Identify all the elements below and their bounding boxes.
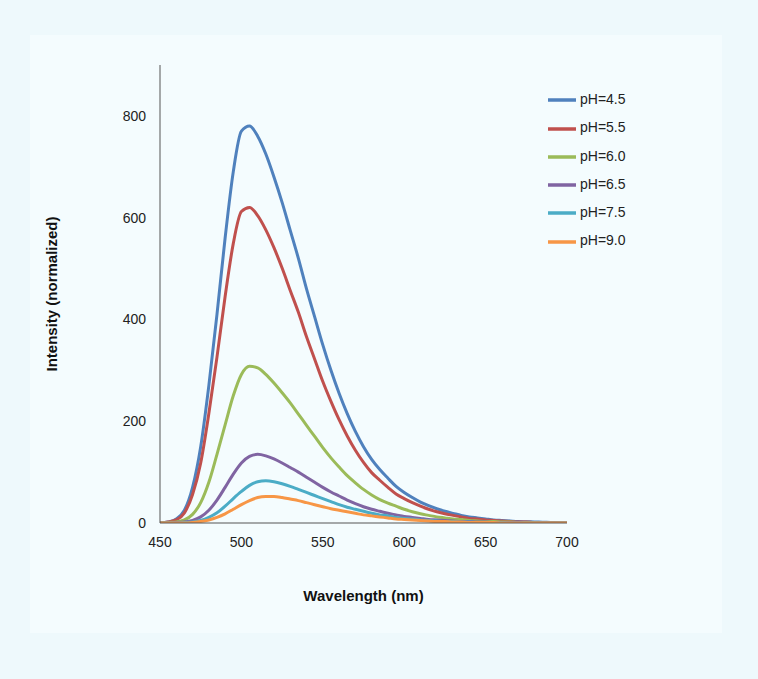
html-text:pH=9.0: pH=9.0 <box>580 232 626 249</box>
svg-text:550: 550 <box>311 534 335 550</box>
svg-text:800: 800 <box>123 108 147 124</box>
html-text:pH=6.0: pH=6.0 <box>580 147 626 164</box>
svg-text:0: 0 <box>138 515 146 531</box>
html-text:pH=6.5: pH=6.5 <box>580 175 626 192</box>
svg-text:650: 650 <box>474 534 498 550</box>
svg-text:600: 600 <box>123 210 147 226</box>
svg-text:400: 400 <box>123 311 147 327</box>
svg-text:700: 700 <box>555 534 579 550</box>
svg-text:500: 500 <box>230 534 254 550</box>
html-text:pH=7.5: pH=7.5 <box>580 204 626 221</box>
html-text:pH=4.5: pH=4.5 <box>580 91 626 107</box>
svg-text:200: 200 <box>123 413 147 429</box>
svg-text:Intensity (normalized): Intensity (normalized) <box>43 216 60 371</box>
html-text:pH=5.5: pH=5.5 <box>580 119 626 136</box>
svg-text:Wavelength (nm): Wavelength (nm) <box>303 587 423 604</box>
svg-text:600: 600 <box>393 534 417 550</box>
svg-text:450: 450 <box>148 534 172 550</box>
